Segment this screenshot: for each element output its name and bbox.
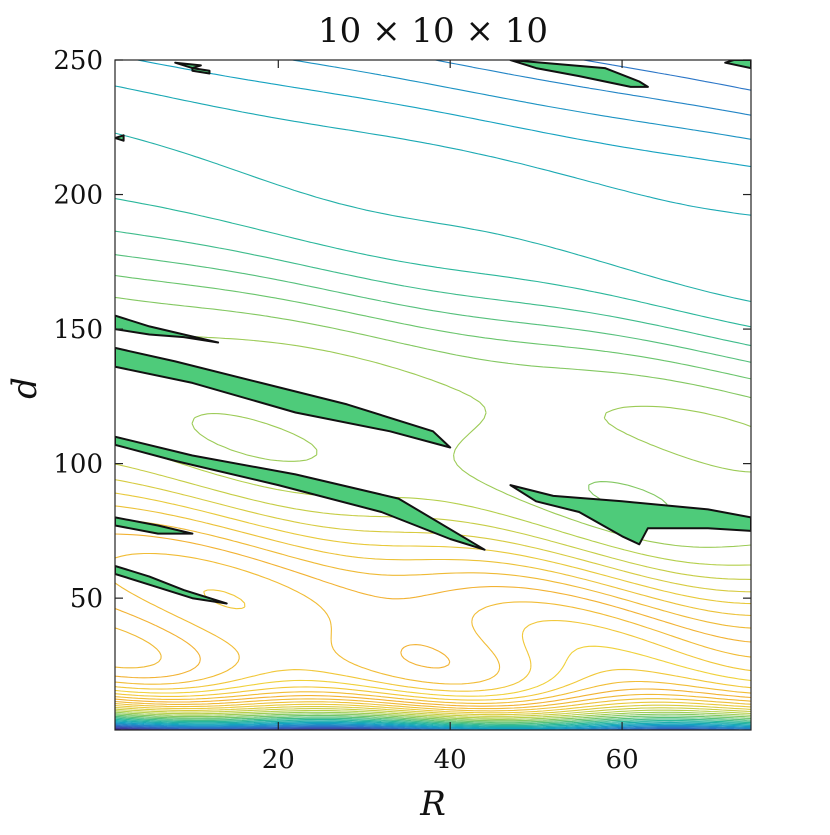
- contour-line: [115, 720, 751, 729]
- contour-line: [137, 60, 751, 168]
- region-80: [115, 516, 194, 535]
- contour-lines: [115, 60, 751, 730]
- chart-title: 10 × 10 × 10: [318, 11, 548, 51]
- y-tick-label: 150: [53, 315, 103, 345]
- contour-line: [115, 505, 751, 617]
- region-60: [115, 564, 228, 605]
- contour-line: [292, 60, 751, 140]
- region-130: [115, 346, 452, 449]
- contour-line: [115, 721, 751, 730]
- region-right-mid: [509, 484, 751, 546]
- region-150: [115, 314, 220, 344]
- contour-line: [115, 198, 751, 328]
- y-tick-label: 50: [70, 584, 103, 614]
- y-tick-label: 250: [53, 46, 103, 76]
- region-top-left-2: [191, 67, 211, 75]
- contour-line: [115, 274, 751, 380]
- contour-line: [115, 722, 751, 730]
- highlighted-regions: [115, 60, 751, 605]
- contour-line: [115, 701, 751, 714]
- contour-line: [115, 715, 751, 724]
- x-tick-label: 40: [434, 745, 467, 775]
- contour-line: [115, 688, 751, 707]
- plot-frame: [114, 59, 752, 731]
- region-top-right: [724, 60, 751, 70]
- contour-line: [115, 713, 751, 722]
- contour-line: [115, 645, 751, 697]
- contour-line: [115, 718, 751, 727]
- contour-line: [115, 709, 751, 719]
- contour-line: [115, 717, 751, 725]
- contour-line: [115, 479, 751, 593]
- y-tick-label: 100: [53, 450, 103, 480]
- contour-line: [115, 132, 751, 303]
- region-top-left-1: [174, 61, 202, 70]
- x-tick-label: 20: [262, 745, 295, 775]
- contour-line: [115, 463, 751, 580]
- contour-line: [115, 533, 751, 679]
- x-tick-label: 60: [606, 745, 639, 775]
- contour-line: [115, 698, 751, 712]
- contour-line: [115, 714, 751, 723]
- contour-line: [115, 589, 751, 692]
- contour-line: [115, 711, 751, 720]
- contour-line: [115, 325, 751, 548]
- contour-line: [115, 85, 751, 216]
- axis-ticks: 20 40 60 50 100 150 200 250: [53, 46, 751, 775]
- region-105: [115, 435, 486, 551]
- contour-line: [115, 492, 751, 605]
- contour-line: [115, 693, 751, 710]
- contour-line: [115, 254, 751, 363]
- x-axis-label: R: [419, 784, 446, 824]
- contour-line: [115, 552, 751, 685]
- region-top-center: [509, 60, 649, 88]
- plot-area: [115, 60, 751, 730]
- y-axis-label: d: [5, 377, 45, 399]
- y-tick-label: 200: [53, 181, 103, 211]
- contour-line: [115, 707, 751, 717]
- contour-line: [115, 680, 751, 704]
- contour-line: [115, 719, 751, 728]
- contour-line: [115, 704, 751, 716]
- contour-line: [115, 518, 751, 669]
- contour-line: [115, 668, 751, 701]
- region-left-edge: [115, 134, 125, 142]
